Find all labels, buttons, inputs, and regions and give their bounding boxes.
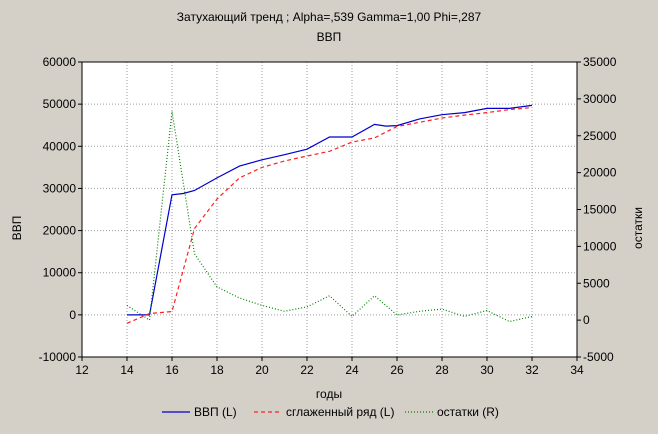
y-tick-label-left: 20000 [43,224,77,238]
x-tick-label: 22 [300,363,314,377]
chart-subtitle: ВВП [317,30,342,44]
y-axis-label-left: ВВП [10,216,24,241]
x-tick-label: 32 [525,363,539,377]
y-tick-label-left: 50000 [43,97,77,111]
x-tick-label: 14 [120,363,134,377]
x-tick-label: 16 [165,363,179,377]
x-tick-label: 28 [435,363,449,377]
series-line-1 [126,106,533,324]
x-tick-label: 20 [255,363,269,377]
y-tick-label-left: 10000 [43,266,77,280]
y-tick-label-right: 10000 [583,239,617,253]
x-tick-label: 30 [480,363,494,377]
y-tick-label-right: -5000 [583,350,614,364]
axis-ticks: 12 14 16 18 20 22 24 26 28 30 32 34 -10000 0 10000 2000… [39,55,617,377]
plot-area [82,62,577,357]
series-line-0 [127,104,533,316]
y-tick-label-right: 0 [583,313,590,327]
legend-label: ВВП (L) [194,405,237,419]
x-tick-label: 34 [570,363,584,377]
x-axis-label: годы [316,387,342,401]
y-axis-label-right: остатки [631,207,645,249]
y-tick-label-left: 30000 [43,181,77,195]
y-tick-label-right: 15000 [583,203,617,217]
y-tick-label-right: 35000 [583,55,617,69]
x-tick-label: 18 [210,363,224,377]
legend-label: остатки (R) [437,405,499,419]
legend: ВВП (L) сглаженный ряд (L) остатки (R) [162,405,499,419]
y-tick-label-right: 25000 [583,129,617,143]
y-tick-label-right: 30000 [583,92,617,106]
y-tick-label-right: 5000 [583,276,610,290]
x-tick-label: 12 [75,363,89,377]
y-tick-label-left: 40000 [43,139,77,153]
x-tick-label: 24 [345,363,359,377]
y-tick-label-left: 0 [69,308,76,322]
y-tick-label-left: 60000 [43,55,77,69]
chart-title: Затухающий тренд ; Alpha=,539 Gamma=1,00… [177,10,482,24]
y-tick-label-right: 20000 [583,166,617,180]
legend-label: сглаженный ряд (L) [286,405,394,419]
x-tick-label: 26 [390,363,404,377]
series-layer [126,104,533,324]
y-tick-label-left: -10000 [39,350,77,364]
